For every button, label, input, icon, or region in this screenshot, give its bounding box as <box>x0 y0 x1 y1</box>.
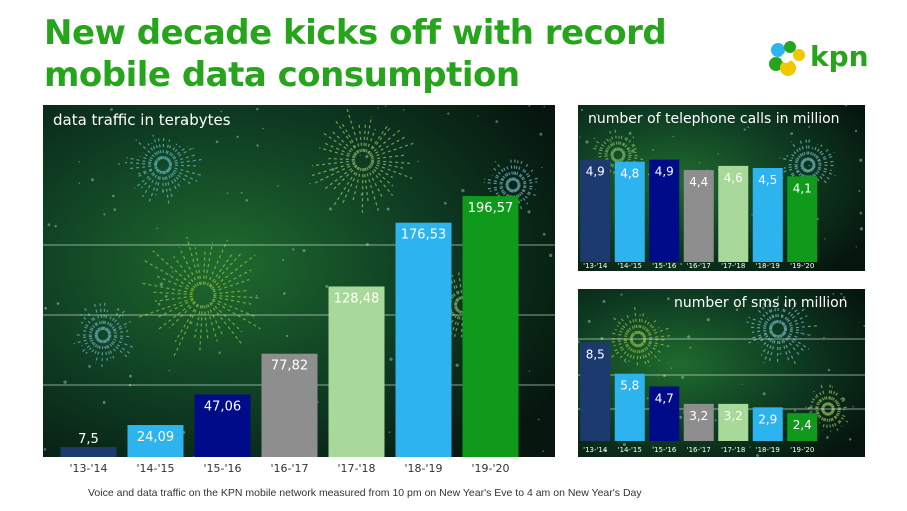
kpn-logo: kpn <box>764 38 870 82</box>
tick-label: '17-'18 <box>721 446 745 454</box>
data-label: 4,9 <box>586 165 605 179</box>
bar <box>614 161 645 262</box>
data-label: 77,82 <box>271 359 308 374</box>
data-label: 128,48 <box>334 291 380 306</box>
data-label: 8,5 <box>586 347 605 361</box>
bar <box>683 403 714 441</box>
bar <box>580 342 611 441</box>
bar <box>718 403 749 441</box>
tick-label: '17-'18 <box>337 462 375 475</box>
bar <box>127 425 184 457</box>
bar <box>395 222 452 457</box>
tick-label: '15-'16 <box>203 462 241 475</box>
tick-label: '18-'19 <box>756 262 780 270</box>
kpn-crown-icon <box>769 41 805 76</box>
data-label: 2,4 <box>793 418 812 432</box>
tick-label: '18-'19 <box>404 462 442 475</box>
bar <box>261 353 318 457</box>
tick-label: '15-'16 <box>652 446 677 454</box>
footnote: Voice and data traffic on the KPN mobile… <box>88 487 642 499</box>
bar <box>60 447 117 457</box>
chart-svg: 4,9 '13-'14 4,8 '14-'15 4,9 '15-'16 4,4 '16-'17… <box>578 105 865 271</box>
logo-text: kpn <box>810 40 869 73</box>
data-label: 2,9 <box>758 412 777 426</box>
bar <box>580 159 611 262</box>
chart-title: data traffic in terabytes <box>53 111 231 129</box>
data-label: 3,2 <box>689 409 708 423</box>
tick-label: '19-'20 <box>790 446 814 454</box>
data-label: 4,5 <box>758 173 777 187</box>
data-label: 5,8 <box>620 379 639 393</box>
bar <box>649 159 680 262</box>
data-label: 4,8 <box>620 167 639 181</box>
tick-label: '14-'15 <box>618 262 642 270</box>
chart-title: number of telephone calls in million <box>588 111 840 127</box>
bar <box>718 165 749 262</box>
chart-svg: 8,5 '13-'14 5,8 '14-'15 4,7 '15-'16 3,2 '16-'17… <box>578 289 865 457</box>
data-label: 4,9 <box>655 165 674 179</box>
tick-label: '19-'20 <box>471 462 509 475</box>
data-traffic-chart: 7,5 24,09 47,06 77,82 128,48 176,53 196,57 dat… <box>43 105 555 457</box>
tick-label: '13-'14 <box>583 262 608 270</box>
data-label: 196,57 <box>468 201 514 216</box>
page-title: New decade kicks off with record mobile … <box>44 12 667 96</box>
bar <box>194 394 251 457</box>
data-label: 4,6 <box>724 171 743 185</box>
bar <box>752 167 783 262</box>
tick-label: '17-'18 <box>721 262 745 270</box>
tick-label: '16-'17 <box>687 262 711 270</box>
title-line-1: New decade kicks off with record <box>44 13 667 53</box>
bar <box>787 176 818 262</box>
tick-label: '19-'20 <box>790 262 814 270</box>
data-label: 176,53 <box>401 228 447 243</box>
tick-label: '13-'14 <box>69 462 107 475</box>
data-label: 3,2 <box>724 409 743 423</box>
tick-label: '15-'16 <box>652 262 677 270</box>
bar <box>752 407 783 441</box>
fireworks-decoration <box>578 292 865 457</box>
sms-chart: 8,5 '13-'14 5,8 '14-'15 4,7 '15-'16 3,2 '16-'17… <box>578 289 865 457</box>
x-axis: '13-'14 '14-'15 '15-'16 '16-'17 '17-'18 '18-'… <box>69 462 509 475</box>
tick-label: '18-'19 <box>756 446 780 454</box>
bar <box>462 196 519 457</box>
data-label: 7,5 <box>78 432 99 447</box>
chart-svg: 7,5 24,09 47,06 77,82 128,48 176,53 196,57 <box>43 105 555 457</box>
data-label: 4,7 <box>655 391 674 405</box>
data-label: 4,1 <box>793 181 812 195</box>
chart-title: number of sms in million <box>674 295 848 311</box>
bar <box>328 286 385 457</box>
tick-label: '16-'17 <box>687 446 711 454</box>
bar <box>649 386 680 441</box>
tick-label: '14-'15 <box>618 446 642 454</box>
telephone-calls-chart: 4,9 '13-'14 4,8 '14-'15 4,9 '15-'16 4,4 '16-'17… <box>578 105 865 271</box>
data-label: 24,09 <box>137 430 174 445</box>
tick-label: '14-'15 <box>136 462 174 475</box>
tick-label: '13-'14 <box>583 446 608 454</box>
bar <box>614 373 645 441</box>
data-label: 47,06 <box>204 400 241 415</box>
data-label: 4,4 <box>689 175 708 189</box>
title-line-2: mobile data consumption <box>44 55 520 95</box>
bar <box>683 170 714 262</box>
bar <box>787 413 818 441</box>
tick-label: '16-'17 <box>270 462 308 475</box>
